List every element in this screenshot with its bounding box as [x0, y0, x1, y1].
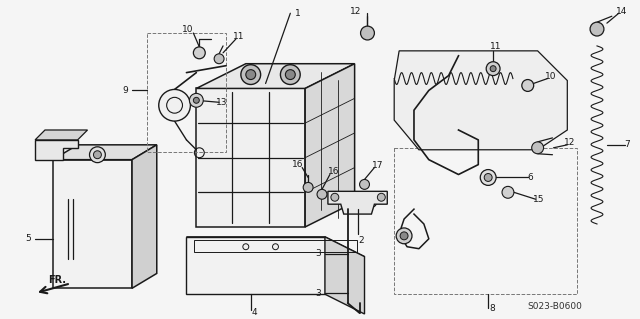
Circle shape [400, 232, 408, 240]
Polygon shape [196, 88, 305, 227]
Text: 6: 6 [528, 173, 534, 182]
Text: 13: 13 [216, 98, 228, 107]
Ellipse shape [367, 199, 376, 207]
Polygon shape [132, 145, 157, 288]
Text: S023-B0600: S023-B0600 [528, 301, 582, 311]
Circle shape [93, 151, 101, 159]
Text: 9: 9 [122, 86, 128, 95]
Text: 12: 12 [350, 7, 362, 16]
Circle shape [303, 182, 313, 192]
Circle shape [590, 22, 604, 36]
Bar [195, 240, 356, 252]
Text: 7: 7 [624, 140, 630, 149]
Text: 10: 10 [545, 72, 556, 81]
Polygon shape [53, 145, 157, 160]
Text: 17: 17 [372, 161, 383, 170]
Circle shape [522, 79, 534, 92]
Circle shape [193, 47, 205, 59]
Text: 1: 1 [296, 9, 301, 18]
Text: 3: 3 [315, 289, 321, 298]
Polygon shape [305, 64, 355, 227]
Polygon shape [328, 191, 387, 214]
Text: 5: 5 [26, 234, 31, 243]
Circle shape [241, 65, 260, 85]
Circle shape [502, 186, 514, 198]
Circle shape [280, 65, 300, 85]
Text: 8: 8 [489, 304, 495, 313]
Circle shape [317, 189, 327, 199]
Circle shape [285, 70, 295, 79]
Polygon shape [325, 237, 365, 314]
Circle shape [360, 180, 369, 189]
Polygon shape [186, 237, 365, 256]
Circle shape [484, 174, 492, 182]
Circle shape [490, 66, 496, 72]
Polygon shape [53, 160, 132, 288]
Circle shape [193, 97, 199, 103]
Text: 11: 11 [490, 42, 502, 51]
Text: 11: 11 [233, 32, 244, 41]
Text: 10: 10 [182, 25, 193, 33]
Polygon shape [196, 64, 355, 88]
Circle shape [360, 26, 374, 40]
Text: 16: 16 [291, 160, 303, 169]
Bar [394, 148, 577, 294]
Text: FR.: FR. [48, 275, 66, 286]
Circle shape [486, 62, 500, 76]
Circle shape [189, 93, 204, 107]
Text: 4: 4 [252, 308, 257, 316]
Text: 14: 14 [616, 7, 627, 16]
Polygon shape [35, 140, 77, 160]
Circle shape [480, 170, 496, 185]
Circle shape [159, 89, 191, 121]
Polygon shape [394, 51, 567, 150]
Text: 15: 15 [533, 195, 545, 204]
Circle shape [378, 193, 385, 201]
Circle shape [246, 70, 256, 79]
Ellipse shape [338, 198, 358, 208]
Text: 2: 2 [359, 236, 364, 245]
Bar [147, 33, 226, 152]
Circle shape [532, 142, 543, 154]
Circle shape [90, 147, 106, 163]
Text: 12: 12 [564, 138, 575, 147]
Circle shape [214, 54, 224, 64]
Text: 16: 16 [328, 167, 340, 176]
Text: 3: 3 [315, 249, 321, 258]
Circle shape [331, 193, 339, 201]
Polygon shape [35, 130, 88, 140]
Polygon shape [186, 237, 325, 294]
Circle shape [396, 228, 412, 244]
